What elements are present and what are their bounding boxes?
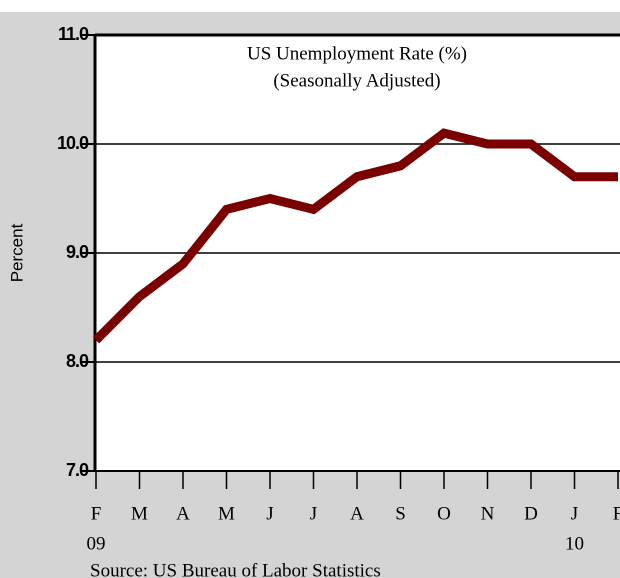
y-tick-label: 9.0 bbox=[66, 242, 89, 262]
x-tick-label: N bbox=[481, 503, 495, 524]
x-tick-label: A bbox=[176, 503, 190, 524]
chart-title: US Unemployment Rate (%) bbox=[247, 43, 467, 64]
x-tick-label: D bbox=[524, 503, 538, 524]
y-tick-label: 7.0 bbox=[66, 460, 89, 480]
x-tick-label: M bbox=[131, 503, 148, 524]
x-tick-label: M bbox=[218, 503, 235, 524]
x-year-label: 09 bbox=[87, 533, 106, 554]
chart-subtitle: (Seasonally Adjusted) bbox=[273, 70, 440, 91]
y-tick-label: 11.0 bbox=[58, 24, 89, 44]
x-year-label: 10 bbox=[565, 533, 584, 554]
x-tick-label: F bbox=[613, 503, 620, 524]
data-line bbox=[92, 128, 618, 344]
x-tick-label: J bbox=[310, 503, 317, 524]
y-tick-label: 10.0 bbox=[57, 133, 89, 153]
y-axis-label: Percent bbox=[7, 223, 26, 282]
source-note: Source: US Bureau of Labor Statistics bbox=[90, 560, 381, 578]
x-tick-label: S bbox=[395, 503, 406, 524]
x-tick-label: A bbox=[350, 503, 364, 524]
x-tick-label: O bbox=[437, 503, 451, 524]
x-tick-label: J bbox=[571, 503, 578, 524]
x-tick-label: J bbox=[266, 503, 273, 524]
y-tick-label: 8.0 bbox=[66, 351, 89, 371]
x-tick-label: F bbox=[91, 503, 102, 524]
